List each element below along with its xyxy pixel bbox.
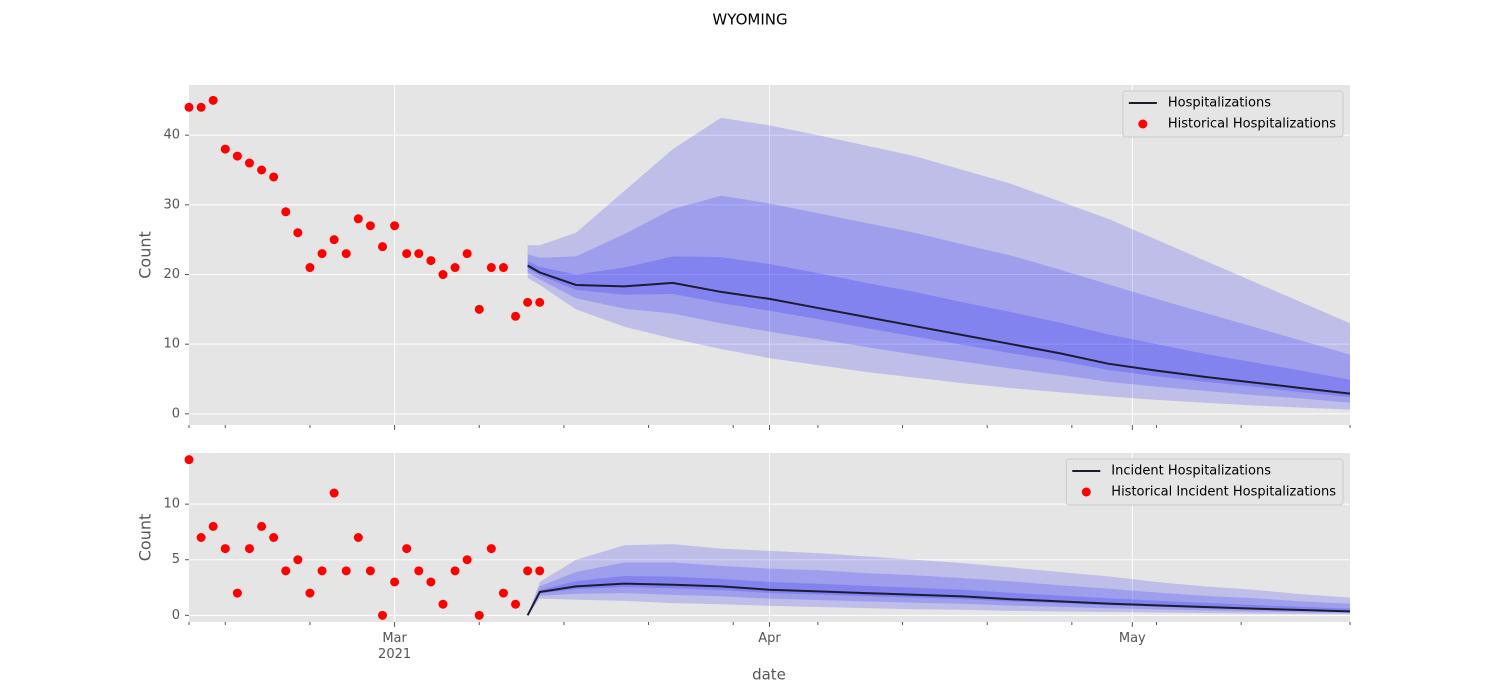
legend-label: Incident Hospitalizations [1111, 464, 1271, 479]
data-point [208, 95, 218, 105]
data-point [414, 566, 424, 576]
data-point [426, 256, 436, 266]
data-point [353, 533, 363, 542]
data-point [305, 263, 315, 273]
data-point [184, 102, 194, 112]
data-point [317, 566, 327, 576]
data-point [232, 151, 242, 161]
data-point [341, 249, 351, 259]
data-point [269, 533, 279, 542]
data-point [365, 566, 375, 576]
data-point [244, 544, 254, 554]
data-point [378, 242, 387, 252]
forecast-band [527, 256, 1350, 398]
x-tick-label: May [1118, 631, 1146, 646]
data-point [414, 249, 424, 259]
x-tick-label: Mar 2021 [378, 631, 412, 662]
data-point [329, 488, 339, 498]
data-point [220, 544, 230, 554]
legend-label: Historical Hospitalizations [1168, 117, 1336, 132]
x-tick-label: Apr [758, 631, 781, 646]
y-tick-label: 40 [163, 128, 180, 143]
data-point [269, 172, 279, 182]
data-point [281, 207, 291, 217]
data-point [426, 577, 436, 587]
data-point [208, 521, 218, 531]
data-point [511, 599, 521, 609]
legend-box [1122, 90, 1344, 138]
x-axis-label: date [752, 666, 786, 684]
data-point [486, 263, 496, 273]
data-point [523, 297, 533, 307]
figure-title: WYOMING [712, 11, 787, 29]
data-point [523, 566, 533, 576]
data-point [184, 455, 194, 465]
data-point [535, 566, 545, 576]
y-tick-label: 10 [163, 337, 180, 352]
forecast-band [527, 562, 1350, 616]
data-point [438, 270, 448, 280]
data-point [378, 610, 387, 620]
data-point [281, 566, 291, 576]
y-axis-label: Count [136, 231, 155, 279]
data-point [402, 544, 412, 554]
data-point [220, 144, 230, 154]
data-point [511, 311, 521, 321]
data-point [402, 249, 412, 259]
data-point [341, 566, 351, 576]
y-axis-label: Count [136, 514, 155, 562]
data-point [293, 228, 303, 238]
data-point [462, 555, 472, 565]
forecast-band [527, 544, 1350, 616]
data-point [257, 521, 267, 531]
data-point [486, 544, 496, 554]
data-point [232, 588, 242, 598]
y-tick-label: 10 [163, 497, 180, 512]
data-point [498, 588, 508, 598]
y-tick-label: 20 [163, 267, 180, 282]
data-point [450, 566, 460, 576]
data-point [365, 221, 375, 231]
data-point [244, 158, 254, 168]
data-point [257, 165, 267, 175]
legend-box [1065, 458, 1344, 506]
y-tick-label: 5 [172, 552, 180, 567]
data-point [474, 610, 484, 620]
data-point [196, 533, 206, 542]
legend-label: Hospitalizations [1168, 96, 1271, 111]
legend-marker [1138, 119, 1148, 129]
data-point [196, 102, 206, 112]
data-point [329, 235, 339, 245]
y-tick-label: 0 [172, 406, 180, 421]
data-point [462, 249, 472, 259]
data-point [293, 555, 303, 565]
median-line [527, 264, 1351, 395]
legend-marker [1081, 487, 1091, 497]
data-point [305, 588, 315, 598]
data-point [450, 263, 460, 273]
data-point [353, 214, 363, 224]
forecast-band [527, 117, 1350, 410]
data-point [390, 577, 400, 587]
data-point [498, 263, 508, 273]
forecast-band [527, 195, 1350, 403]
data-point [474, 304, 484, 314]
legend: Incident Hospitalizations Historical Inci… [1065, 458, 1344, 506]
data-point [390, 221, 400, 231]
legend: Hospitalizations Historical Hospitalizati… [1122, 90, 1344, 138]
data-point [535, 297, 545, 307]
data-point [317, 249, 327, 259]
y-tick-label: 0 [172, 608, 180, 623]
data-point [438, 599, 448, 609]
y-tick-label: 30 [163, 197, 180, 212]
median-line [526, 582, 1351, 616]
legend-label: Historical Incident Hospitalizations [1111, 485, 1336, 500]
